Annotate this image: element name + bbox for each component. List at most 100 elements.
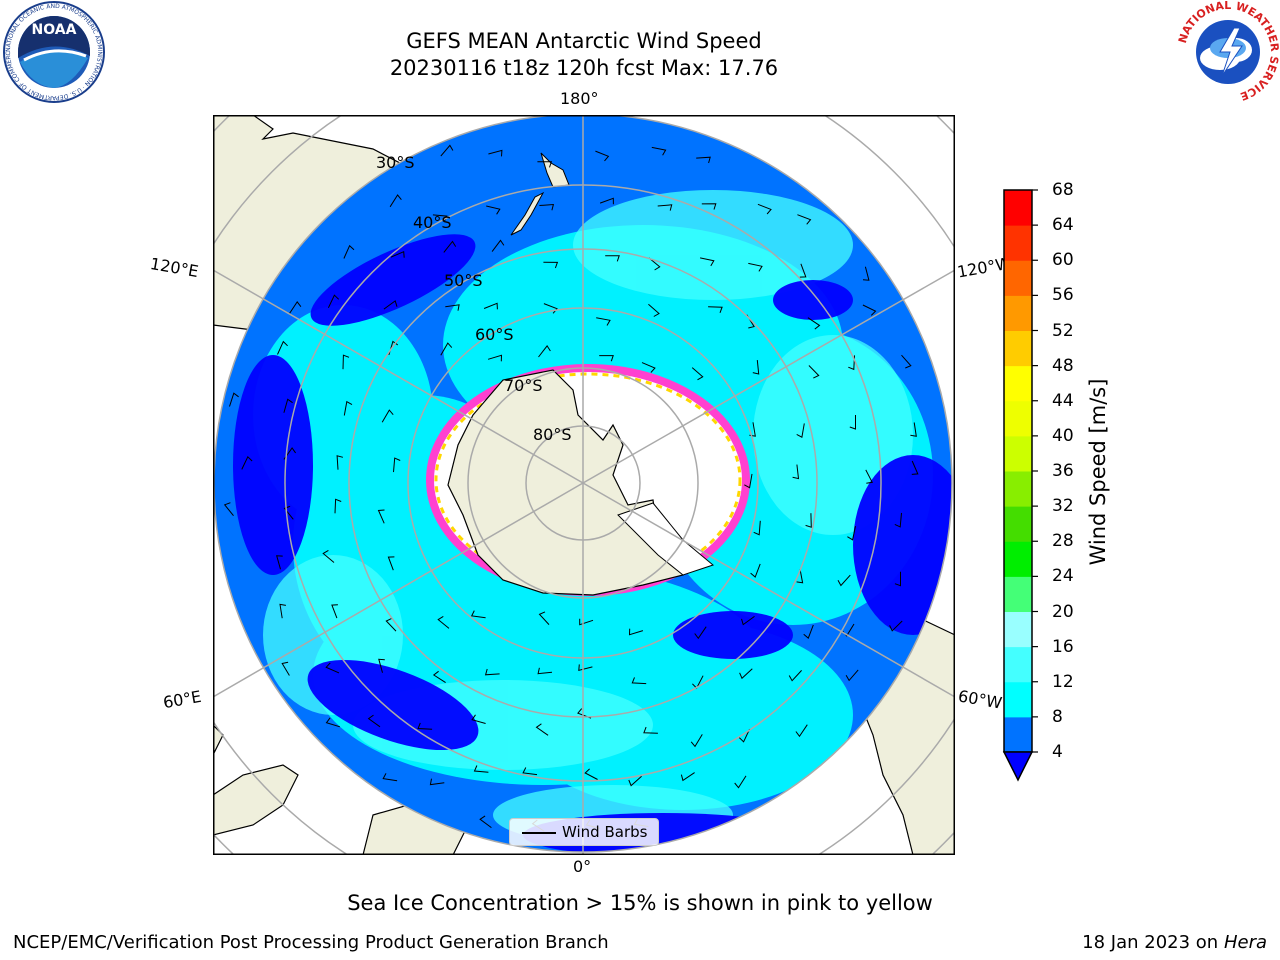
colorbar-cell [1004,716,1032,753]
wind-barb [325,662,340,674]
wind-barb [383,300,398,310]
colorbar-tick-label: 60 [1052,250,1074,271]
colorbar-tick-label: 48 [1052,355,1074,376]
wind-barb [628,628,644,636]
wind-barb [796,423,805,438]
wind-barb [543,303,558,314]
colorbar-cell [1004,681,1032,718]
wind-barb [599,197,614,205]
meridian-label-60e: 60°E [161,686,203,713]
wind-barb [393,457,401,473]
wind-barb [342,354,350,370]
wind-barb-legend-line [522,832,556,834]
wind-barb [862,266,870,281]
wind-barb [539,203,555,211]
colorbar-tick-label: 64 [1052,215,1074,236]
wind-barb [648,257,661,271]
wind-barb [757,203,772,215]
wind-barb [378,658,385,673]
colorbar-tick-label: 40 [1052,425,1074,446]
colorbar-cell [1004,611,1032,648]
wind-barb [579,618,594,626]
wind-barb [289,301,302,314]
meridian-label-180: 180° [560,89,599,108]
wind-barb [596,317,611,326]
meridian-label-0: 0° [573,857,592,876]
colorbar-cell [1004,330,1032,367]
latitude-label-80s: 80°S [533,425,572,444]
wind-barb [367,714,381,728]
wind-barb [488,149,503,157]
ocean-disc [214,115,952,852]
colorbar-tick-label: 20 [1052,601,1074,622]
wind-barb [708,306,723,313]
wind-barb [387,556,395,571]
wind-barb [343,400,353,416]
wind-barb [696,156,711,164]
wind-barb [279,603,286,619]
colorbar-tick-label: 12 [1052,671,1074,692]
wind-barb [535,723,549,736]
wind-barb [229,392,239,407]
wind-barb [648,303,660,317]
wind-barb [389,194,402,208]
wind-barb [894,512,902,528]
wind-barb [543,261,559,269]
wind-barb [734,775,747,789]
footer-date: 18 Jan 2023 on [1082,932,1224,953]
wind-barb [680,772,695,782]
wind-barb [484,668,500,676]
wind-barb [390,250,405,258]
latitude-label-60s: 60°S [475,325,514,344]
wind-barb [805,513,812,528]
wind-barb [631,677,647,685]
wind-barb [807,317,821,330]
polar-map [213,115,955,855]
wind-barb [277,340,288,355]
wind-barb [694,626,707,640]
wind-barb [440,342,453,356]
footer-left: NCEP/EMC/Verification Post Processing Pr… [13,932,609,953]
wind-barb [281,661,290,676]
wind-barb [796,568,804,584]
wind-barb [628,775,642,787]
nws-logo: NATIONAL WEATHER SERVICE [1176,0,1280,104]
wind-barb [336,455,344,470]
wind-barb [690,734,703,748]
colorbar-tick-label: 28 [1052,531,1074,552]
wind-barb [792,464,800,480]
wind-barb [440,144,454,157]
wind-barb [738,728,751,743]
wind-barb [691,367,704,381]
wind-barb [849,415,856,430]
colorbar-cell [1004,225,1032,261]
wind-barb [799,263,807,278]
wind-barb [538,345,551,358]
colorbar-tick-label: 36 [1052,461,1074,481]
wind-barb [584,768,598,780]
colorbar-tick-label: 32 [1052,496,1074,517]
latitude-label-70s: 70°S [504,376,543,395]
wind-barb [795,724,808,738]
wind-barb [739,668,753,680]
wind-barb [538,611,550,625]
meridian-label-120e: 120°E [148,253,200,282]
wind-barb [343,244,355,259]
wind-barb [788,670,802,682]
wind-barb [241,455,253,470]
colorbar-tick-label: 52 [1052,320,1074,341]
wind-barb [599,355,614,362]
latitude-label-30s: 30°S [376,153,415,172]
wind-barb [911,460,919,475]
wind-barb [473,765,489,773]
colorbar-cell [1004,190,1032,226]
wind-barb [901,354,912,369]
wind-barb [837,574,851,587]
wind-barb [331,604,338,619]
map-canvas [213,115,955,855]
colorbar-cell [1004,260,1032,296]
wind-barb [483,302,498,310]
wind-barb [486,205,501,215]
map-frame [213,115,955,855]
wind-barb [641,362,656,373]
